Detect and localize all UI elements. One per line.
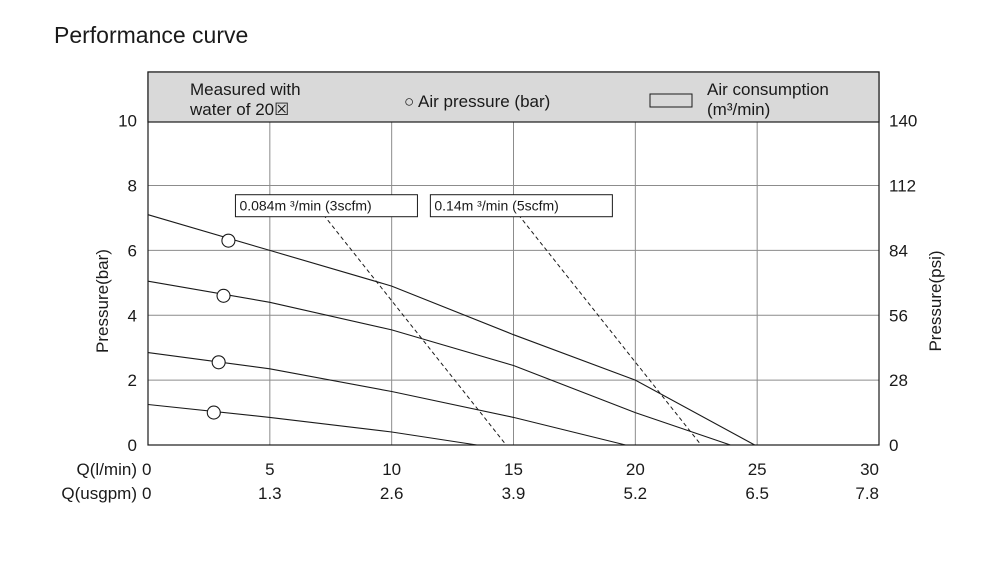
- x-tick-label-usgpm: 7.8: [855, 484, 879, 503]
- pressure-curve: [147, 214, 755, 446]
- y-left-tick-label: 8: [128, 177, 137, 196]
- pressure-curve: [147, 403, 477, 446]
- x-tick-label-lpm: 30: [860, 460, 879, 479]
- pressure-curve: [147, 352, 626, 446]
- legend-note-line2: water of 20☒: [189, 100, 289, 119]
- air-pressure-marker: [211, 355, 226, 370]
- x-tick-label-usgpm: 2.6: [380, 484, 404, 503]
- consumption-label-box: [234, 194, 418, 218]
- x-tick-label-usgpm: 3.9: [502, 484, 526, 503]
- y-right-tick-label: 56: [889, 306, 908, 325]
- x-tick-label-lpm: 5: [265, 460, 274, 479]
- air-pressure-marker: [221, 233, 236, 248]
- consumption-label: 0.084m ³/min (3scfm): [239, 198, 371, 214]
- page-title: Performance curve: [54, 22, 249, 48]
- x-axis-label-lpm: Q(l/min): [77, 460, 137, 479]
- pressure-curve: [147, 280, 731, 446]
- legend-note-line1: Measured with: [190, 80, 301, 99]
- y-left-tick-label: 2: [128, 371, 137, 390]
- legend-background: [147, 71, 880, 123]
- x-tick-label-usgpm: 1.3: [258, 484, 282, 503]
- x-axis-label-usgpm: Q(usgpm): [61, 484, 137, 503]
- x-tick-label-lpm: 25: [748, 460, 767, 479]
- x-tick-label-usgpm: 5.2: [624, 484, 648, 503]
- y-right-axis-label: Pressure(psi): [926, 250, 945, 351]
- y-right-tick-label: 112: [889, 177, 916, 196]
- x-tick-label-lpm: 15: [504, 460, 523, 479]
- air-consumption-lines: 0.084m ³/min (3scfm) 0.14m ³/min (5scfm): [234, 194, 702, 446]
- pressure-curves: [147, 214, 755, 446]
- legend-air-pressure: ○ Air pressure (bar): [404, 92, 550, 111]
- y-left-tick-label: 4: [128, 306, 137, 325]
- legend-band: Measured with water of 20☒ ○ Air pressur…: [147, 71, 880, 123]
- x-tick-label-lpm: 20: [626, 460, 645, 479]
- y-right-tick-label: 84: [889, 241, 908, 260]
- y-left-axis-label: Pressure(bar): [93, 249, 112, 353]
- grid: [148, 120, 879, 445]
- air-pressure-marker: [216, 288, 231, 303]
- y-right-tick-label: 0: [889, 436, 898, 455]
- y-right-tick-label: 140: [889, 112, 917, 131]
- air-pressure-marker: [206, 405, 221, 420]
- consumption-label: 0.14m ³/min (5scfm): [434, 198, 558, 214]
- x-tick-label-usgpm: 6.5: [745, 484, 769, 503]
- x-tick-label-usgpm: 0: [142, 484, 151, 503]
- x-tick-label-lpm: 0: [142, 460, 151, 479]
- x-tick-label-lpm: 10: [382, 460, 401, 479]
- consumption-line: [517, 214, 702, 446]
- y-left-tick-label: 6: [128, 241, 137, 260]
- consumption-label-box: [429, 194, 613, 218]
- y-left-tick-label: 0: [128, 436, 137, 455]
- legend-air-consumption-line1: Air consumption: [707, 80, 829, 99]
- y-right-tick-label: 28: [889, 371, 908, 390]
- y-left-tick-label: 10: [118, 112, 137, 131]
- legend-air-consumption-swatch: [649, 93, 693, 108]
- legend-air-consumption-line2: (m³/min): [707, 100, 770, 119]
